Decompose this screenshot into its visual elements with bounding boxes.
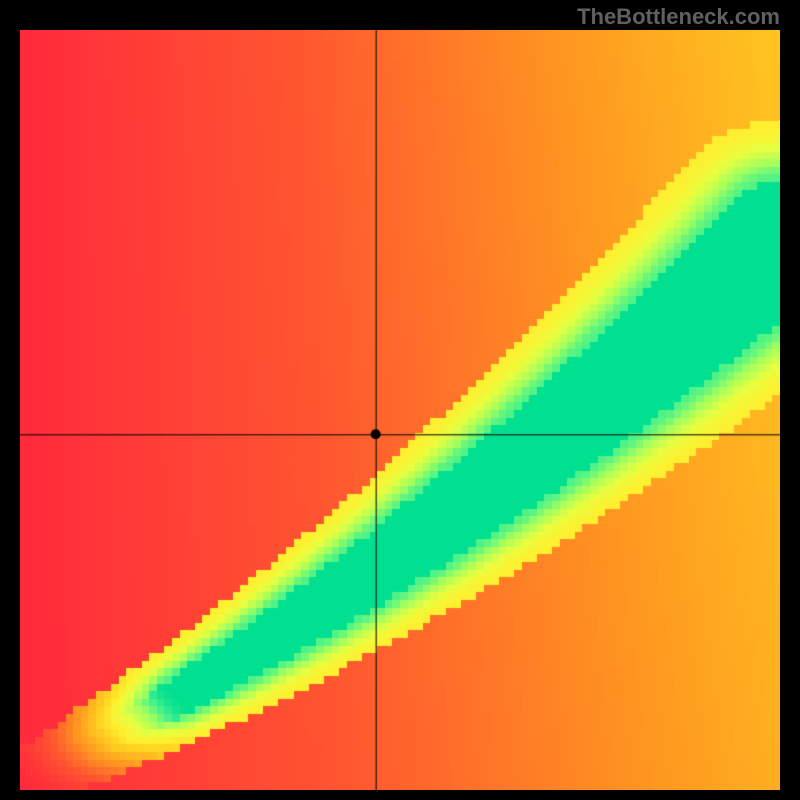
- watermark-text: TheBottleneck.com: [577, 4, 780, 30]
- chart-container: TheBottleneck.com: [0, 0, 800, 800]
- bottleneck-heatmap: [20, 30, 780, 790]
